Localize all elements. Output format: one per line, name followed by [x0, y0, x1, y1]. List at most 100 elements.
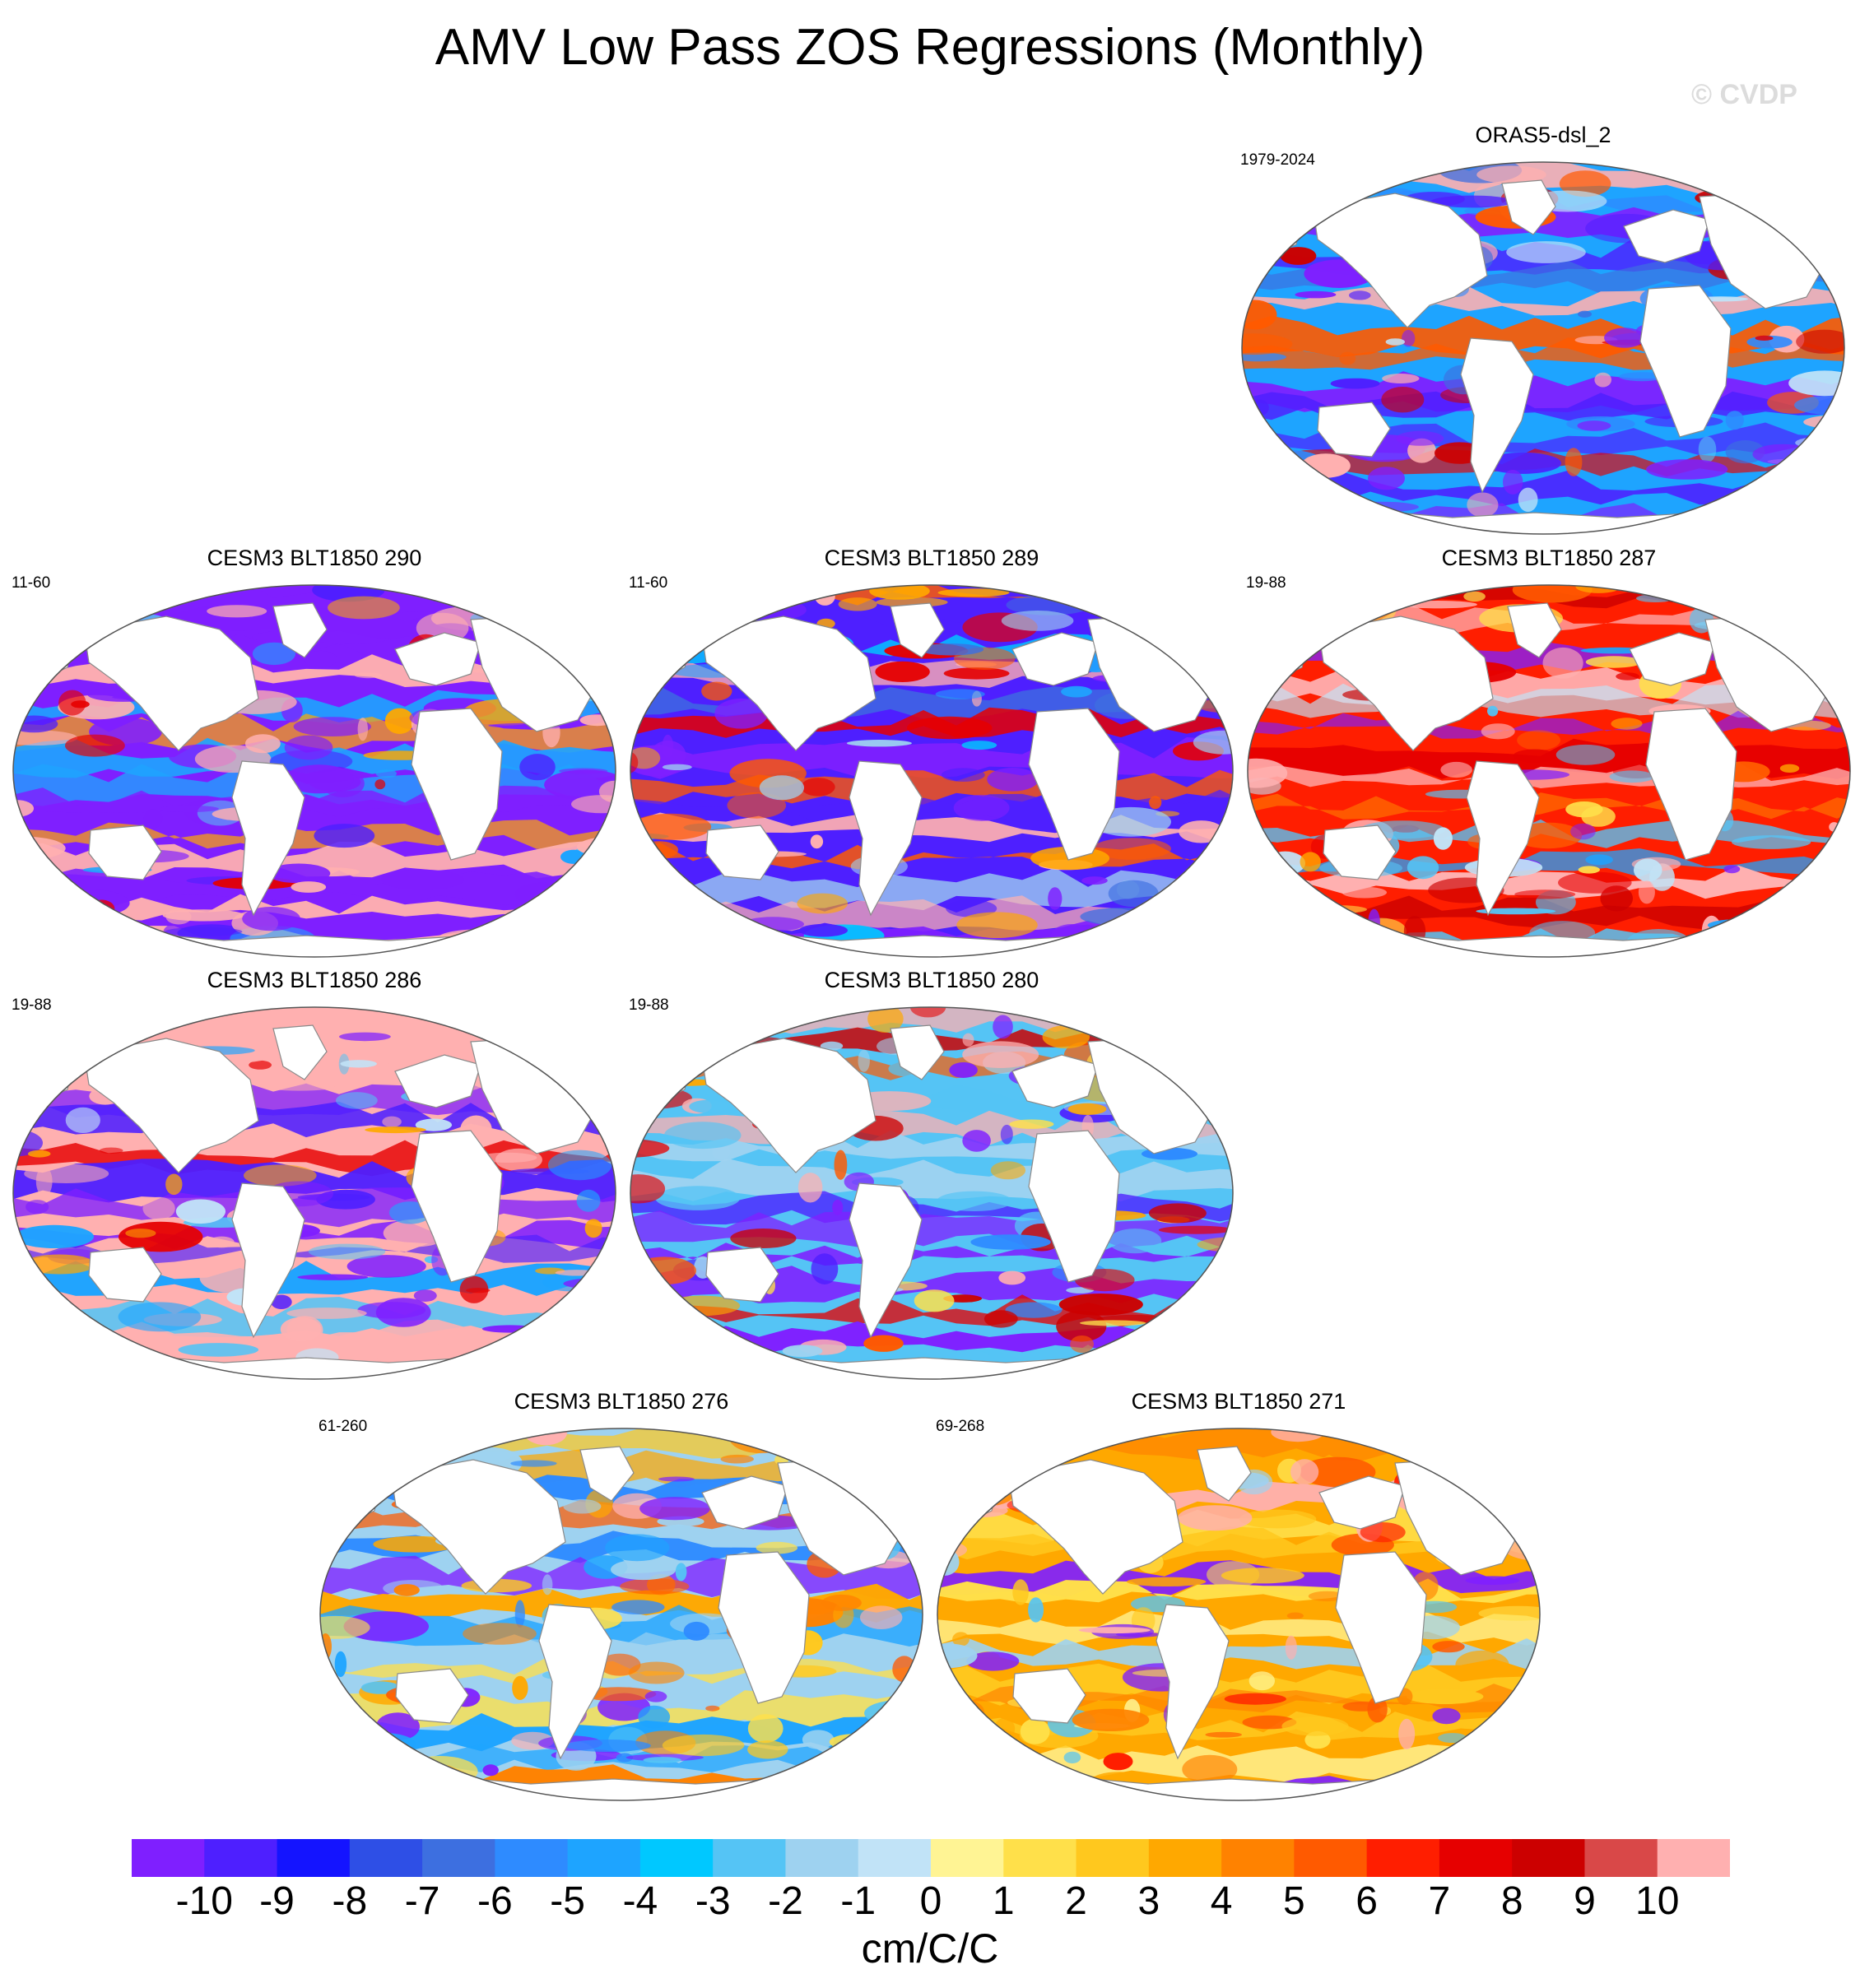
anomaly-patch	[1312, 921, 1367, 932]
anomaly-patch	[1148, 1203, 1207, 1224]
anomaly-patch	[312, 585, 385, 602]
anomaly-patch	[1286, 1612, 1304, 1619]
anomaly-patch	[1131, 924, 1162, 954]
anomaly-patch	[956, 912, 1038, 938]
anomaly-patch	[727, 792, 787, 819]
anomaly-patch	[663, 1122, 742, 1150]
anomaly-patch	[946, 1736, 1015, 1763]
anomaly-patch	[135, 1007, 178, 1035]
anomaly-patch	[477, 1370, 541, 1379]
anomaly-band	[1248, 683, 1850, 718]
anomaly-patch	[1695, 512, 1719, 534]
panel-cesm3-286: CESM3 BLT1850 286 19-88	[10, 967, 619, 1382]
anomaly-patch	[1382, 374, 1420, 383]
anomaly-patch	[510, 1460, 557, 1467]
anomaly-patch	[1398, 1718, 1416, 1749]
land-mask	[701, 1475, 788, 1530]
anomaly-patch	[482, 1764, 499, 1777]
anomaly-patch	[1476, 908, 1556, 915]
anomaly-patch	[286, 1308, 367, 1319]
anomaly-patch	[1619, 372, 1665, 382]
anomaly-patch	[708, 1326, 739, 1349]
panel-title: CESM3 BLT1850 276	[514, 1389, 729, 1414]
anomaly-patch	[1056, 1310, 1107, 1342]
anomaly-patch	[935, 689, 985, 699]
anomaly-patch	[320, 1707, 356, 1728]
anomaly-patch	[1773, 636, 1850, 652]
anomaly-patch	[165, 908, 192, 925]
anomaly-patch	[65, 734, 125, 757]
anomaly-patch	[856, 1737, 923, 1752]
anomaly-patch	[142, 1196, 175, 1220]
anomaly-patch	[354, 672, 382, 679]
anomaly-patch	[1782, 490, 1832, 511]
anomaly-patch	[1081, 876, 1108, 885]
anomaly-patch	[1012, 1579, 1029, 1605]
panel-title: CESM3 BLT1850 286	[207, 968, 422, 992]
anomaly-patch	[970, 1750, 997, 1777]
panel-cesm3-271: CESM3 BLT1850 271 69-268	[934, 1388, 1543, 1804]
anomaly-patch	[563, 1498, 602, 1514]
anomaly-patch	[1072, 1708, 1150, 1731]
panel-title: CESM3 BLT1850 290	[207, 546, 422, 570]
anomaly-patch	[631, 1256, 696, 1285]
anomaly-patch	[320, 1615, 370, 1639]
anomaly-patch	[756, 1541, 797, 1554]
anomaly-patch	[125, 1229, 156, 1238]
anomaly-patch	[323, 1783, 395, 1800]
land-mask	[231, 760, 305, 917]
anomaly-patch	[584, 1219, 602, 1238]
anomaly-patch	[961, 741, 997, 750]
anomaly-patch	[1732, 835, 1811, 849]
anomaly-patch	[712, 1144, 731, 1160]
colorbar-tick-label: 10	[1635, 1879, 1680, 1923]
anomaly-patch	[962, 1041, 1039, 1068]
anomaly-patch	[340, 1060, 378, 1068]
land-mask	[705, 1247, 779, 1303]
anomaly-patch	[645, 1319, 659, 1334]
land-mask	[1011, 632, 1099, 686]
anomaly-patch	[759, 775, 804, 801]
anomaly-patch	[1360, 1522, 1406, 1543]
map-outline	[630, 584, 1234, 958]
anomaly-patch	[1248, 758, 1288, 788]
anomaly-patch	[119, 1221, 203, 1252]
anomaly-patch	[962, 1033, 974, 1047]
anomaly-patch	[559, 768, 608, 774]
anomaly-patch	[822, 1370, 848, 1379]
anomaly-patch	[45, 1024, 69, 1052]
anomaly-patch	[1487, 705, 1499, 717]
colorbar-tick-label: -9	[259, 1879, 295, 1923]
colorbar-tick-label: -5	[550, 1879, 585, 1923]
anomaly-patch	[463, 955, 525, 957]
world-map	[630, 584, 1234, 958]
anomaly-patch	[1005, 1302, 1063, 1318]
anomaly-patch	[40, 585, 108, 590]
anomaly-patch	[1415, 1431, 1453, 1453]
anomaly-patch	[971, 1773, 1043, 1795]
anomaly-patch	[990, 1161, 1026, 1180]
anomaly-patch	[1242, 333, 1293, 355]
panel-period: 19-88	[1246, 574, 1286, 592]
anomaly-patch	[1175, 871, 1233, 886]
anomaly-patch	[649, 1335, 732, 1359]
anomaly-patch	[662, 1734, 745, 1757]
anomaly-patch	[1518, 487, 1538, 512]
anomaly-patch	[863, 1335, 904, 1352]
anomaly-patch	[1478, 1605, 1540, 1621]
anomaly-patch	[27, 1150, 51, 1158]
anomaly-patch	[588, 1352, 616, 1379]
anomaly-patch	[1796, 329, 1844, 354]
land-mask	[1324, 933, 1774, 957]
anomaly-patch	[846, 740, 912, 747]
anomaly-patch	[514, 882, 571, 906]
land-mask	[1335, 1551, 1427, 1704]
anomaly-patch	[628, 1661, 685, 1684]
anomaly-patch	[1220, 672, 1233, 692]
anomaly-patch	[983, 1770, 1047, 1800]
land-mask	[1011, 1054, 1099, 1108]
land-mask	[1028, 708, 1120, 861]
anomaly-patch	[620, 1578, 690, 1595]
land-mask	[705, 824, 779, 880]
anomaly-patch	[555, 1270, 598, 1276]
